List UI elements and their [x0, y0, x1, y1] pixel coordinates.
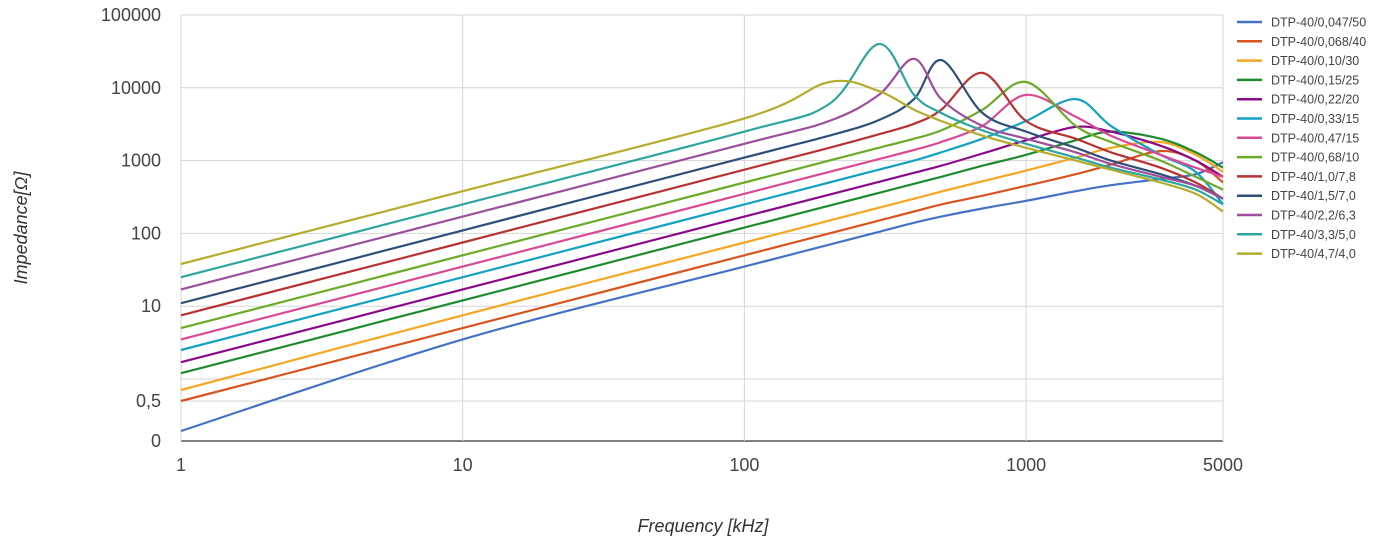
legend-label: DTP-40/4,7/4,0 [1271, 247, 1356, 261]
y-axis-title: Impedance[Ω] [11, 171, 31, 285]
y-tick-label: 100 [131, 223, 161, 243]
series-lines [180, 42, 1224, 433]
series-line [180, 59, 1224, 305]
series-line [180, 97, 1224, 352]
y-tick-label: 1000 [121, 151, 161, 171]
x-gridlines [180, 15, 1224, 441]
legend: DTP-40/0,047/50 DTP-40/0,068/40 DTP-40/0,1… [1237, 16, 1366, 261]
legend-label: DTP-40/0,68/10 [1271, 151, 1359, 165]
legend-label: DTP-40/1,5/7,0 [1271, 189, 1356, 203]
series-line [180, 71, 1224, 317]
legend-label: DTP-40/0,47/15 [1271, 131, 1359, 145]
y-tick-label: 10000 [111, 78, 161, 98]
series-line [180, 125, 1224, 364]
series-line [180, 93, 1224, 341]
y-tick-label: 0 [151, 431, 161, 451]
series-line [180, 161, 1224, 433]
legend-label: DTP-40/0,068/40 [1271, 35, 1366, 49]
series-line [180, 57, 1224, 291]
legend-label: DTP-40/3,3/5,0 [1271, 228, 1356, 242]
series-line [180, 79, 1224, 266]
x-axis-title: Frequency [kHz] [637, 516, 769, 536]
series-line [180, 149, 1224, 403]
x-tick-label: 100 [729, 455, 759, 475]
y-tick-labels: 100000 10000 1000 100 10 0,5 0 [101, 5, 161, 451]
x-tick-label: 5000 [1203, 455, 1243, 475]
series-line [180, 80, 1224, 330]
legend-label: DTP-40/2,2/6,3 [1271, 209, 1356, 223]
legend-label: DTP-40/0,15/25 [1271, 73, 1359, 87]
legend-label: DTP-40/0,22/20 [1271, 93, 1359, 107]
y-tick-label: 100000 [101, 5, 161, 25]
legend-label: DTP-40/0,10/30 [1271, 54, 1359, 68]
x-tick-labels: 1 10 100 1000 5000 [176, 455, 1243, 475]
series-line [180, 130, 1224, 375]
x-tick-label: 1000 [1006, 455, 1046, 475]
y-tick-label: 10 [141, 296, 161, 316]
legend-label: DTP-40/1,0/7,8 [1271, 170, 1356, 184]
x-tick-label: 10 [453, 455, 473, 475]
series-line [180, 42, 1224, 279]
legend-label: DTP-40/0,047/50 [1271, 16, 1366, 30]
y-tick-label: 0,5 [136, 391, 161, 411]
legend-label: DTP-40/0,33/15 [1271, 112, 1359, 126]
x-tick-label: 1 [176, 455, 186, 475]
